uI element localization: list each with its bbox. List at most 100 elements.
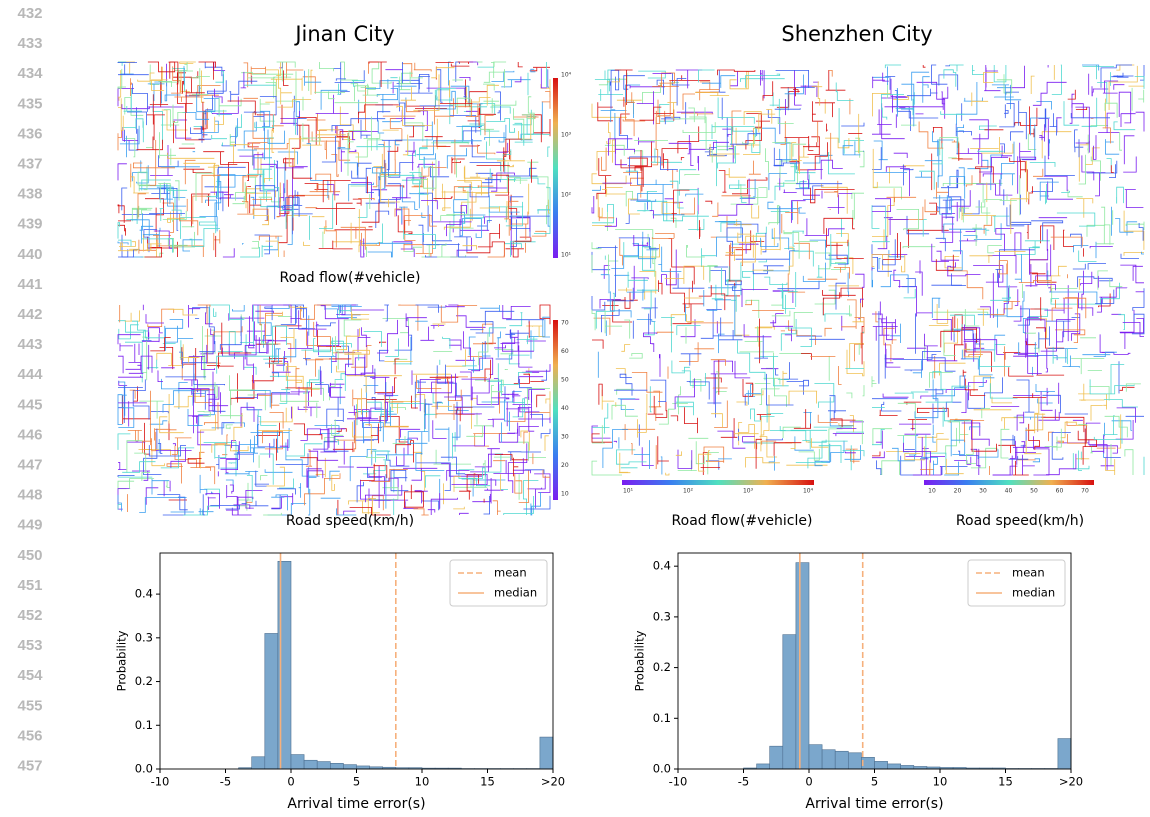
- x-tick-label: 15: [998, 775, 1013, 789]
- road: [262, 245, 273, 257]
- road: [705, 201, 712, 204]
- road: [671, 416, 678, 421]
- road: [271, 78, 302, 97]
- road: [220, 331, 241, 350]
- colorbar-label: 50: [1030, 488, 1038, 495]
- road: [1001, 174, 1015, 186]
- road: [768, 202, 800, 209]
- road: [192, 416, 217, 444]
- road: [652, 237, 674, 238]
- bar: [1058, 739, 1071, 769]
- road: [499, 423, 517, 443]
- road: [994, 274, 1008, 316]
- road: [513, 405, 540, 412]
- road: [662, 149, 688, 166]
- road: [966, 335, 1005, 350]
- road: [1015, 108, 1037, 126]
- road: [947, 274, 980, 276]
- road: [548, 69, 549, 87]
- road: [502, 394, 519, 395]
- road: [872, 376, 877, 387]
- road: [1042, 132, 1071, 159]
- road: [733, 286, 735, 335]
- road: [731, 295, 736, 312]
- road: [620, 374, 632, 395]
- road: [211, 492, 213, 493]
- road: [118, 335, 141, 345]
- colorbar: [924, 480, 1094, 485]
- road: [1045, 109, 1046, 131]
- road: [294, 424, 322, 440]
- road: [707, 300, 731, 311]
- road: [839, 416, 854, 433]
- road: [468, 342, 491, 369]
- road: [661, 457, 662, 475]
- road: [825, 314, 850, 322]
- road: [1116, 65, 1134, 70]
- colorbar-label: 20: [954, 488, 962, 495]
- road: [259, 236, 282, 240]
- road: [803, 263, 825, 282]
- road: [304, 242, 311, 246]
- road: [638, 201, 667, 221]
- road: [237, 209, 268, 221]
- road: [637, 180, 673, 185]
- caption: Road flow(#vehicle): [672, 513, 813, 529]
- road: [296, 102, 300, 118]
- road: [1117, 187, 1124, 203]
- road: [688, 108, 694, 122]
- road: [979, 449, 981, 475]
- line-number: 436: [17, 125, 42, 142]
- road: [408, 432, 428, 444]
- road: [446, 191, 468, 215]
- road: [351, 346, 371, 368]
- road: [420, 327, 434, 341]
- road: [333, 62, 350, 95]
- road: [119, 381, 127, 386]
- road: [762, 233, 766, 252]
- road: [1046, 184, 1047, 204]
- road: [1029, 319, 1047, 339]
- road: [966, 175, 972, 187]
- line-number: 448: [17, 487, 42, 504]
- road: [213, 326, 243, 335]
- road: [378, 144, 383, 146]
- road: [681, 198, 695, 215]
- road: [118, 242, 128, 245]
- road: [1111, 165, 1114, 172]
- road: [484, 98, 500, 113]
- road: [441, 457, 465, 474]
- road: [454, 200, 468, 224]
- road: [1120, 310, 1134, 349]
- road: [130, 220, 149, 236]
- road: [1004, 104, 1008, 118]
- road: [764, 277, 787, 284]
- road: [1020, 125, 1035, 160]
- road: [1090, 246, 1113, 248]
- road: [673, 107, 705, 123]
- road: [359, 244, 376, 252]
- road: [1015, 289, 1018, 305]
- road: [1092, 86, 1108, 96]
- road: [795, 436, 814, 450]
- road: [626, 85, 641, 118]
- road: [698, 156, 699, 170]
- road: [1036, 245, 1056, 291]
- road: [534, 474, 550, 493]
- road: [855, 274, 864, 287]
- road: [146, 139, 153, 148]
- road: [1011, 132, 1024, 141]
- road: [268, 130, 285, 144]
- road: [943, 200, 955, 219]
- road: [492, 101, 516, 109]
- road: [1014, 306, 1021, 322]
- road: [656, 445, 657, 469]
- road: [378, 177, 379, 196]
- road: [903, 247, 935, 249]
- road: [179, 383, 188, 409]
- road: [541, 429, 550, 439]
- road: [118, 164, 127, 181]
- road: [1087, 161, 1117, 173]
- road: [250, 391, 270, 408]
- road: [128, 430, 142, 440]
